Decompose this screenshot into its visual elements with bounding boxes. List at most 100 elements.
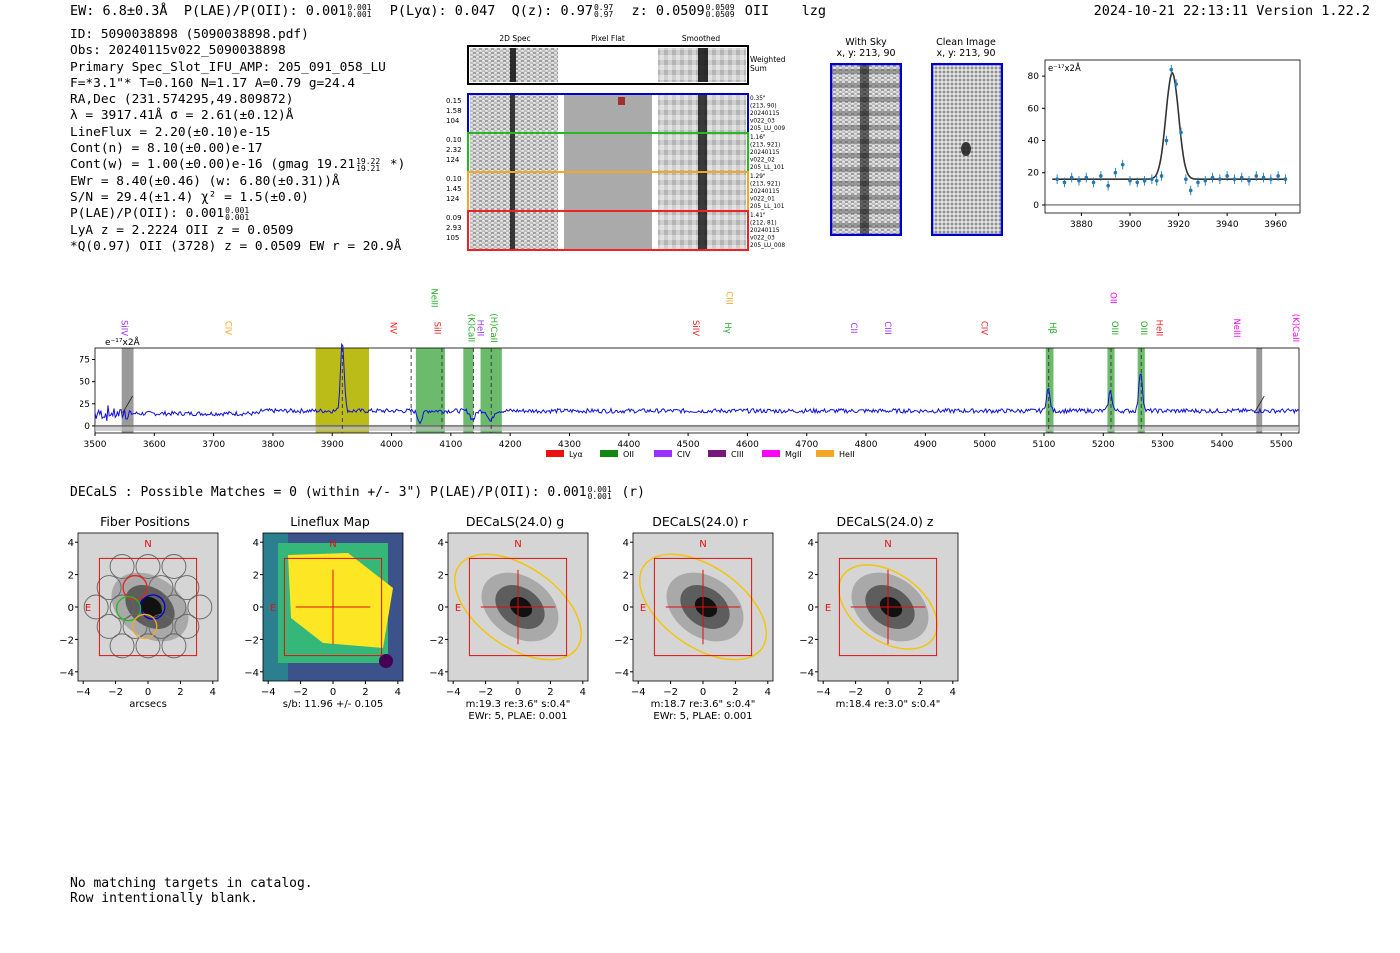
cutout-caption: s/b: 11.96 +/- 0.105 [283,699,383,710]
detection-info: ID: 5090038898 (5090038898.pdf) Obs: 202… [70,27,405,255]
data-point [1077,178,1081,183]
fiber-circle [96,575,122,601]
fiber-circle [135,554,161,579]
x-tick-label: −2 [663,687,678,698]
aperture-ellipse [454,553,582,661]
y-tick-label: −4 [614,668,629,679]
weighted-smooth-emission [698,48,708,82]
spectral-line-label: Hβ [1047,322,1057,334]
y-tick-label: 50 [80,378,90,388]
spec2d-row: 0.15 1.58 104 0.35" (213, 90)20240115 v022_03… [446,93,785,134]
pixel-flat-strip [564,212,652,249]
y-tick-label: −2 [614,635,629,646]
spectral-line-label: NV [387,322,397,334]
aperture-ellipse [639,553,767,661]
y-tick-label: 2 [623,571,629,582]
fiber-details: 1.16" [750,135,766,141]
spectral-line-label: CIII [882,321,892,334]
aperture-ellipse [838,564,938,650]
line-fit-chart: e⁻¹⁷x2Å 3880 3900 3920 3940 3960 0 20 40 60 80 [1028,59,1301,230]
smoothed-trace [698,95,707,132]
fiber-details: v022_02 [750,158,775,164]
spectral-line-label: (H)CaII [488,313,498,342]
x-tick-label: 4 [210,687,216,698]
spec2d-row: 0.09 2.93 105 1.41" (212, 81)20240115 v022_03… [446,210,785,251]
cutout-panel: DECaLS(24.0) z N E −4 −2 0 2 4 4 2 0 −2 −4 m:18.4 re:… [799,508,960,723]
fiber-circle [174,613,200,639]
x-tick-label: 2 [547,687,553,698]
spectral-line-label: SiIV [690,320,700,336]
header-timestamp: 2024-10-21 22:13:11 Version 1.22.2 [1093,3,1370,19]
flat-artifact [618,97,625,105]
x-tick-label: 5100 [1033,440,1056,450]
fiber-circle [122,613,148,639]
cutout-title: DECaLS(24.0) g [466,514,564,529]
data-point [1239,175,1244,180]
legend-label: HeII [839,450,855,459]
fiber-details: 20240115 [750,189,780,195]
y-tick-label: −4 [799,668,814,679]
footer-line: No matching targets in catalog. [70,876,313,891]
cutout-svg: Fiber Positions N E −4 −2 0 2 4 4 2 0 −2 −4 arcsecs [59,514,219,710]
clean-image [931,63,1003,236]
y-tick-label: 80 [1028,72,1040,82]
footer-line: Row intentionally blank. [70,891,258,906]
decals-summary: DECaLS : Possible Matches = 0 (within +/… [70,484,645,501]
x-tick-label: −4 [261,687,276,698]
info-fline: F=*3.1"* T=0.160 N=1.17 A=0.79 g=24.4 [70,75,356,91]
cutout-caption: EWr: 5, PLAE: 0.001 [653,711,752,722]
spectral-line-label: HeII [475,320,485,337]
data-point [1128,178,1132,183]
fiber-circle [161,633,187,659]
info-q: *Q(0.97) OII (3728) z = 0.0509 EW r = 20… [70,238,402,254]
x-tick-label: 2 [362,687,368,698]
spectral-line-label: NeIII [428,288,438,307]
weighted-label: Weighted [750,55,786,64]
north-label: N [699,539,706,550]
header-plya: P(Lyα): 0.047 [389,3,496,19]
x-tick-label: 4300 [558,440,581,450]
spectral-line-label: Hγ [722,322,732,333]
cutout-row: Fiber Positions N E −4 −2 0 2 4 4 2 0 −2 −4 arcsecs Li… [0,508,1000,728]
x-tick-label: 0 [145,687,151,698]
fiber-details: 20240115 [750,228,780,234]
legend-label: OII [623,450,634,459]
x-tick-label: 4400 [617,440,640,450]
data-point [1254,174,1259,178]
weighted-emission [510,48,516,82]
info-obs: Obs: 20240115v022_5090038898 [70,43,286,59]
fiber-details: 205_LL_101 [750,165,785,171]
x-tick-label: 2 [177,687,183,698]
fiber-details: v022_01 [750,197,775,203]
fiber-details: v022_03 [750,119,775,125]
north-label: N [329,539,336,550]
info-lineflux: LineFlux = 2.20(±0.10)e-15 [70,124,271,140]
x-tick-label: −4 [631,687,646,698]
x-tick-label: 0 [330,687,336,698]
fiber-circle-orange [132,613,158,640]
masked-region [121,348,134,433]
fiber-meta: 1.45 [446,185,462,193]
spec2d-col-label: Smoothed [682,34,721,43]
spectral-line-label: OII [1107,292,1117,304]
fiber-details: (213, 921) [750,182,780,188]
aperture-box [283,557,383,657]
east-label: E [825,603,831,614]
fiber-circle [109,633,135,659]
fiber-details: v022_03 [750,236,775,242]
east-label: E [455,603,461,614]
y-axis-label: e⁻¹⁷x2Å [1048,62,1081,74]
x-tick-label: 4 [395,687,401,698]
x-tick-label: 4 [765,687,771,698]
x-tick-label: 4200 [499,440,522,450]
cutout-svg: Lineflux Map N E −4 −2 0 2 4 4 2 0 −2 −4 s/b: 11.96 +… [244,514,404,710]
x-tick-label: 4800 [855,440,878,450]
header-line: OII [744,3,770,19]
sky-emission [860,64,869,235]
fiber-circle [161,554,187,579]
aperture-box [653,557,753,657]
smoothed-trace [698,212,707,249]
lineflux-low [379,654,393,668]
galaxy-core [139,596,163,618]
cutout-title: DECaLS(24.0) r [652,514,748,529]
